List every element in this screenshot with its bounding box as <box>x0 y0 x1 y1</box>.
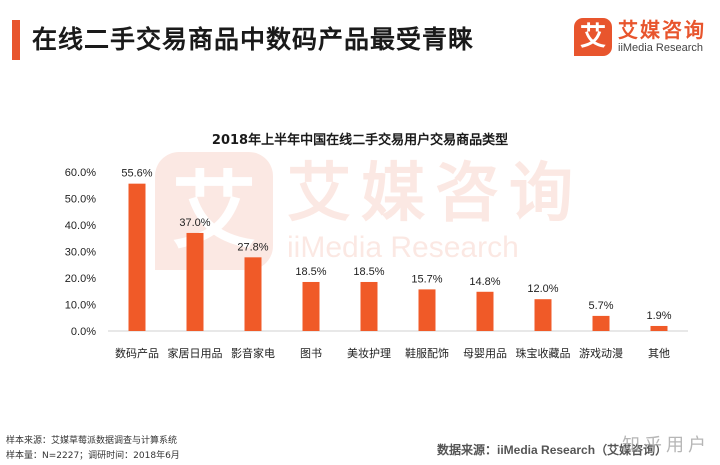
bar-value-label: 5.7% <box>588 300 613 312</box>
bar <box>128 183 146 331</box>
bar <box>650 325 668 331</box>
y-tick-label: 30.0% <box>65 247 96 259</box>
bar <box>360 281 378 331</box>
x-tick-label: 影音家电 <box>231 346 275 360</box>
data-source-prefix: 数据来源： <box>437 443 498 457</box>
brand-subtitle: iiMedia Research <box>618 42 703 54</box>
bar <box>244 257 262 331</box>
bar-value-label: 12.0% <box>527 283 558 295</box>
sample-info-text: 样本量：N=2227；调研时间：2018年6月 <box>6 451 180 461</box>
bar <box>476 291 494 331</box>
y-tick-label: 50.0% <box>65 194 96 206</box>
x-tick-label: 其他 <box>648 347 670 360</box>
data-source-name: iiMedia Research <box>497 443 596 457</box>
x-tick-label: 游戏动漫 <box>579 346 623 360</box>
bar-value-label: 14.8% <box>469 276 500 288</box>
x-tick-label: 图书 <box>300 347 322 360</box>
y-tick-label: 60.0% <box>65 167 96 179</box>
bar <box>418 289 436 331</box>
bar-value-label: 27.8% <box>237 241 268 253</box>
bar <box>302 281 320 331</box>
brand-name: 艾媒咨询 <box>618 18 706 42</box>
x-tick-label: 数码产品 <box>115 346 159 360</box>
bar-value-label: 37.0% <box>179 217 210 229</box>
y-tick-label: 40.0% <box>65 220 96 232</box>
brand-logo: 艾 艾媒咨询 iiMedia Research <box>574 18 706 56</box>
x-tick-label: 珠宝收藏品 <box>516 346 571 360</box>
y-tick-label: 0.0% <box>71 326 96 338</box>
page-title: 在线二手交易商品中数码产品最受青睐 <box>32 25 475 54</box>
zhihu-watermark: 知乎用户 <box>622 435 710 456</box>
x-tick-label: 母婴用品 <box>463 347 507 360</box>
brand-mark-icon: 艾 <box>574 18 612 56</box>
data-source-suffix: （艾媒咨询） <box>595 443 668 457</box>
sample-source-text: 样本来源：艾媒草莓派数据调查与计算系统 <box>6 436 178 446</box>
chart-title: 2018年上半年中国在线二手交易用户交易商品类型 <box>212 132 508 148</box>
bar-value-label: 18.5% <box>295 266 326 278</box>
bar-value-label: 55.6% <box>121 168 152 180</box>
bar <box>534 299 552 331</box>
data-source: 数据来源：iiMedia Research（艾媒咨询） <box>437 441 667 458</box>
bar <box>186 232 204 331</box>
bar-value-label: 15.7% <box>411 273 442 285</box>
title-accent-bar <box>12 20 20 60</box>
bar-value-label: 18.5% <box>353 266 384 278</box>
brand-text: 艾媒咨询 iiMedia Research <box>618 19 706 55</box>
x-tick-label: 鞋服配饰 <box>405 346 449 360</box>
x-tick-label: 美妆护理 <box>347 346 391 360</box>
y-tick-label: 20.0% <box>65 273 96 285</box>
y-tick-label: 10.0% <box>65 300 96 312</box>
footer-sample-notes: 样本来源：艾媒草莓派数据调查与计算系统 样本量：N=2227；调研时间：2018… <box>6 434 180 464</box>
bar <box>592 315 610 331</box>
bar-value-label: 1.9% <box>646 310 671 322</box>
x-tick-label: 家居日用品 <box>168 346 223 360</box>
